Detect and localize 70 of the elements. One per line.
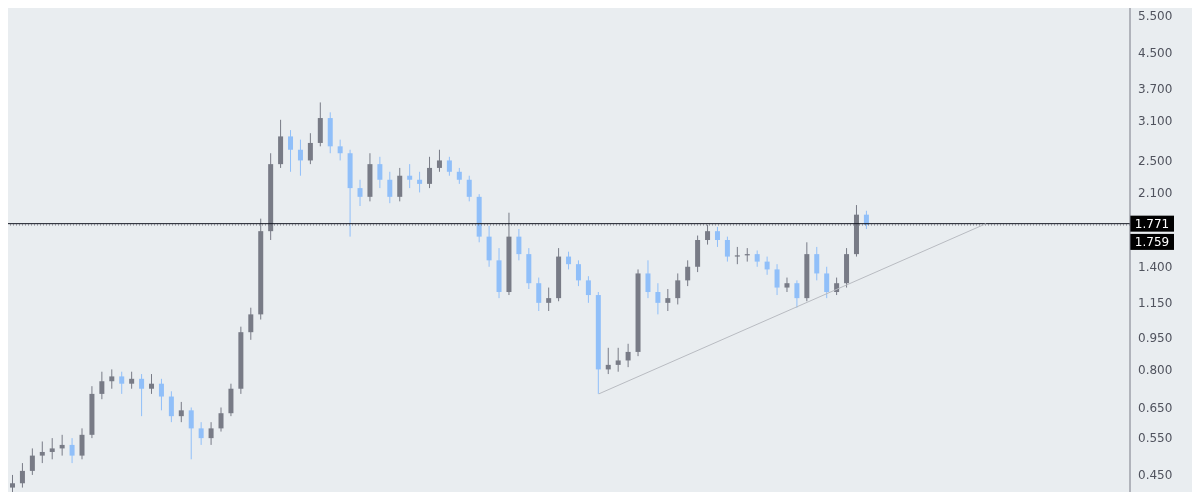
y-tick-label: 1.150 <box>1138 296 1173 311</box>
y-tick-label: 0.800 <box>1138 362 1173 377</box>
candlestick <box>536 277 542 312</box>
candlestick <box>774 263 780 296</box>
candlestick <box>585 275 591 304</box>
candlestick <box>625 343 631 368</box>
candlestick <box>39 440 45 464</box>
candlestick <box>655 282 661 315</box>
candlestick <box>764 256 770 276</box>
candlestick <box>436 149 442 173</box>
candlestick <box>446 156 452 177</box>
candlestick <box>645 259 651 299</box>
candlestick <box>79 427 85 460</box>
candlestick <box>139 373 145 417</box>
candlestick <box>168 390 174 423</box>
candlestick <box>307 132 313 165</box>
candlestick <box>714 226 720 248</box>
candlestick <box>99 371 105 400</box>
y-tick-label: 2.100 <box>1138 185 1173 200</box>
candlestick <box>705 224 711 246</box>
candlestick <box>387 171 393 204</box>
ref-line-label: 1.759 <box>1134 235 1170 250</box>
candlestick <box>198 421 204 446</box>
y-tick-label: 0.450 <box>1138 468 1173 483</box>
candlestick <box>149 373 155 395</box>
candlestick <box>417 171 423 193</box>
candlestick <box>466 175 472 202</box>
candlestick <box>19 462 25 489</box>
candlestick <box>337 139 343 161</box>
candlestick <box>119 371 125 395</box>
candlestick <box>288 129 294 173</box>
candlestick <box>69 437 75 464</box>
y-tick-label: 0.550 <box>1138 431 1173 446</box>
candlestick <box>486 225 492 268</box>
y-tick-label: 0.950 <box>1138 331 1173 346</box>
candlestick <box>248 307 254 341</box>
candlestick <box>824 266 830 299</box>
candlestick <box>724 236 730 263</box>
y-tick-label: 3.700 <box>1138 81 1173 96</box>
candlestick <box>357 179 363 207</box>
y-tick-label: 2.500 <box>1138 153 1173 168</box>
y-tick-label: 5.500 <box>1138 9 1173 24</box>
y-tick-label: 1.400 <box>1138 260 1173 275</box>
y-tick-label: 3.100 <box>1138 114 1173 129</box>
candlestick <box>575 259 581 287</box>
candlestick <box>665 288 671 312</box>
candlestick <box>814 246 820 281</box>
candlestick <box>208 421 214 446</box>
candlestick <box>109 368 115 390</box>
candlestick <box>516 228 522 261</box>
y-tick-label: 4.500 <box>1138 45 1173 60</box>
candlestick <box>49 437 55 460</box>
candlestick <box>188 406 194 460</box>
candlestick <box>297 139 303 177</box>
candlestick <box>158 378 164 411</box>
candlestick <box>427 156 433 189</box>
candlestick <box>615 347 621 373</box>
candlestick <box>794 279 800 309</box>
candlestick <box>397 167 403 202</box>
candlestick <box>675 272 681 305</box>
candlestick <box>784 277 790 293</box>
candlestick <box>29 447 35 476</box>
y-tick-label: 0.650 <box>1138 400 1173 415</box>
candlestick <box>377 156 383 189</box>
candlestick <box>178 401 184 423</box>
candlestick <box>685 259 691 287</box>
candlestick <box>546 287 552 312</box>
candlestick <box>407 163 413 189</box>
ref-line-label: 1.771 <box>1134 216 1170 231</box>
candlestick <box>218 406 224 433</box>
